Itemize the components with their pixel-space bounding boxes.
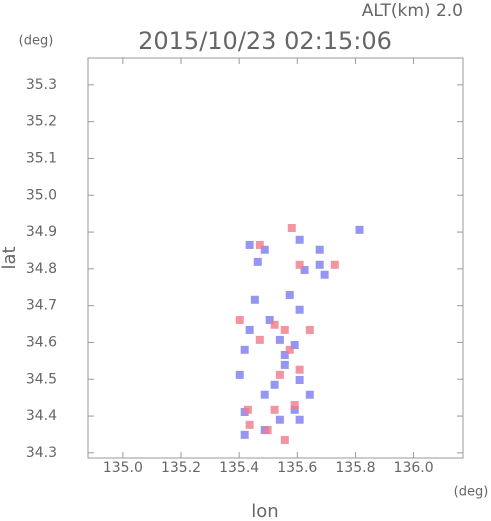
echo-cell bbox=[295, 305, 304, 314]
echo-cell bbox=[300, 265, 309, 274]
echo-cell bbox=[285, 345, 294, 354]
echo-cell bbox=[250, 295, 259, 304]
echo-cell bbox=[240, 345, 249, 354]
x-tick-label: 135.4 bbox=[219, 460, 259, 476]
echo-cell bbox=[253, 257, 262, 266]
echo-cell bbox=[275, 415, 284, 424]
y-tick-label: 34.8 bbox=[26, 261, 57, 277]
echo-cell bbox=[235, 316, 244, 325]
echo-cell bbox=[263, 426, 272, 435]
echo-cell bbox=[285, 290, 294, 299]
echo-cell bbox=[295, 235, 304, 244]
y-tick-label: 35.0 bbox=[26, 187, 57, 203]
echo-cell bbox=[270, 380, 279, 389]
echo-cell bbox=[255, 240, 264, 249]
x-unit: (deg) bbox=[454, 485, 489, 500]
echo-cell bbox=[290, 405, 299, 414]
y-tick-label: 34.6 bbox=[26, 334, 57, 350]
y-tick-label: 34.3 bbox=[26, 445, 57, 461]
chart-title: 2015/10/23 02:15:06 bbox=[138, 27, 392, 55]
x-axis-label: lon bbox=[251, 501, 278, 521]
x-tick-label: 135.2 bbox=[161, 460, 201, 476]
echo-cell bbox=[265, 316, 274, 325]
plot-frame bbox=[87, 57, 464, 459]
echo-cell bbox=[245, 240, 254, 249]
echo-cell bbox=[295, 375, 304, 384]
echo-cell bbox=[270, 320, 279, 329]
echo-cell bbox=[260, 390, 269, 399]
echo-cell bbox=[305, 325, 314, 334]
y-tick-label: 35.2 bbox=[26, 114, 57, 130]
echo-cell bbox=[260, 245, 269, 254]
echo-cell bbox=[243, 405, 252, 414]
x-tick-label: 136.0 bbox=[394, 460, 434, 476]
y-tick-label: 34.7 bbox=[26, 298, 57, 314]
echo-cell bbox=[245, 325, 254, 334]
y-unit: (deg) bbox=[19, 34, 54, 49]
x-tick-label: 135.0 bbox=[103, 460, 143, 476]
echo-cell bbox=[295, 415, 304, 424]
y-tick-label: 34.4 bbox=[26, 408, 57, 424]
echo-cell bbox=[295, 365, 304, 374]
x-tick-label: 135.8 bbox=[335, 460, 375, 476]
echo-cell bbox=[255, 335, 264, 344]
echo-cell bbox=[270, 405, 279, 414]
echo-cell bbox=[315, 245, 324, 254]
echo-cell bbox=[280, 435, 289, 444]
echo-cell bbox=[290, 341, 299, 350]
echo-cell bbox=[235, 370, 244, 379]
echo-cell bbox=[275, 370, 284, 379]
echo-cell bbox=[355, 225, 364, 234]
echo-cell bbox=[280, 325, 289, 334]
y-axis-label: lat bbox=[0, 246, 20, 269]
y-tick-label: 34.5 bbox=[26, 371, 57, 387]
echo-cell bbox=[287, 224, 296, 233]
altitude-label: ALT(km) 2.0 bbox=[362, 1, 463, 21]
echo-cell bbox=[315, 260, 324, 269]
echo-cell bbox=[330, 260, 339, 269]
y-tick-label: 35.1 bbox=[26, 150, 57, 166]
echo-cell bbox=[290, 401, 299, 410]
y-tick-label: 34.9 bbox=[26, 224, 57, 240]
echo-cell bbox=[320, 270, 329, 279]
echo-cell bbox=[275, 335, 284, 344]
echo-cell bbox=[245, 420, 254, 429]
echo-cell bbox=[295, 260, 304, 269]
echo-cell bbox=[240, 430, 249, 439]
echo-cell bbox=[305, 390, 314, 399]
x-tick-label: 135.6 bbox=[277, 460, 317, 476]
y-tick-label: 35.3 bbox=[26, 77, 57, 93]
echo-cell bbox=[280, 350, 289, 359]
echo-cell bbox=[280, 360, 289, 369]
